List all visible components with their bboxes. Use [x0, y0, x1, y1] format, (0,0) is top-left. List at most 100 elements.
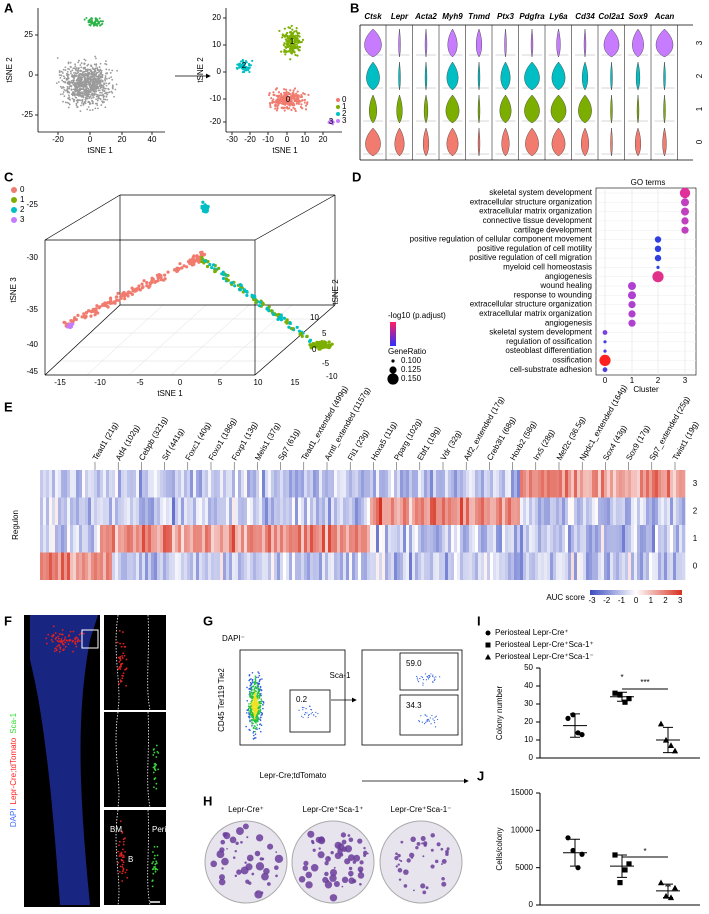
- event: [261, 712, 264, 715]
- cell-dot: [427, 678, 430, 680]
- heat-cell: [226, 552, 230, 580]
- colony: [254, 850, 261, 857]
- cell-dot: [154, 868, 157, 871]
- heat-cell: [103, 470, 107, 498]
- cell-dot: [284, 53, 287, 56]
- cell-dot: [102, 93, 104, 96]
- event: [247, 705, 250, 708]
- heat-cell: [160, 552, 164, 580]
- cell-dot: [152, 851, 154, 853]
- violin: [499, 94, 512, 124]
- heat-cell: [61, 470, 65, 498]
- heat-cell: [595, 470, 599, 498]
- heat-cell: [679, 497, 683, 525]
- heat-cell: [148, 552, 152, 580]
- regulon-label: Sp7_extended (25g): [648, 394, 692, 462]
- heat-cell: [196, 525, 200, 553]
- cell-dot: [304, 108, 308, 111]
- cell-dot: [307, 714, 310, 716]
- cell-dot: [88, 93, 91, 96]
- event: [251, 681, 254, 684]
- cell-dot: [159, 275, 163, 280]
- heat-cell: [622, 470, 626, 498]
- cell-dot: [201, 207, 206, 211]
- event: [247, 709, 250, 712]
- event: [250, 696, 252, 699]
- cell-dot: [105, 92, 108, 95]
- cell-dot: [301, 99, 304, 102]
- heat-cell: [223, 525, 227, 553]
- colony: [274, 865, 279, 871]
- heat-cell: [292, 497, 296, 525]
- heat-cell: [298, 525, 302, 553]
- cell-dot: [62, 643, 64, 645]
- heat-cell: [118, 525, 122, 553]
- cell-dot: [74, 84, 77, 87]
- legend-tick: 1: [649, 596, 654, 605]
- cell-dot: [72, 98, 75, 101]
- y-tick-label: 40: [524, 681, 533, 690]
- event: [251, 702, 254, 704]
- panel-label: H: [203, 793, 212, 808]
- heat-cell: [577, 470, 581, 498]
- heat-cell: [505, 497, 509, 525]
- heat-cell: [490, 552, 494, 580]
- violin: [632, 28, 644, 58]
- cell-dot: [82, 92, 84, 95]
- heat-cell: [565, 470, 569, 498]
- point: [612, 852, 618, 858]
- go-term: positive regulation of cellular componen…: [410, 235, 593, 244]
- cell-dot: [120, 645, 123, 648]
- heat-cell: [283, 470, 287, 498]
- heat-cell: [268, 552, 272, 580]
- cell-dot: [153, 748, 155, 750]
- cell-dot: [74, 86, 77, 88]
- x-tick-label: 15: [291, 378, 300, 387]
- cell-dot: [78, 59, 80, 62]
- cell-dot: [62, 100, 64, 103]
- cell-dot: [86, 70, 89, 72]
- cell-dot: [425, 679, 428, 681]
- cell-dot: [89, 109, 91, 112]
- cell-dot: [430, 673, 432, 675]
- heat-cell: [52, 470, 56, 498]
- cell-dot: [99, 20, 102, 23]
- event: [256, 720, 259, 723]
- violin: [422, 127, 430, 157]
- event: [259, 719, 262, 722]
- heat-cell: [358, 525, 362, 553]
- heat-cell: [379, 525, 383, 553]
- heat-cell: [382, 497, 386, 525]
- cell-dot: [60, 638, 63, 640]
- event: [249, 707, 251, 709]
- violin: [662, 127, 667, 157]
- cell-dot: [153, 845, 156, 848]
- cell-dot: [108, 296, 113, 300]
- heat-cell: [400, 525, 404, 553]
- heat-cell: [55, 497, 59, 525]
- event: [251, 715, 254, 718]
- heat-cell: [352, 470, 356, 498]
- heat-cell: [373, 552, 377, 580]
- heat-cell: [400, 470, 404, 498]
- cell-dot: [72, 67, 75, 70]
- cell-dot: [298, 32, 301, 35]
- cell-dot: [77, 61, 80, 64]
- heat-cell: [256, 552, 260, 580]
- micrograph: [104, 615, 166, 710]
- heat-cell: [574, 470, 578, 498]
- cell-dot: [62, 80, 65, 83]
- heat-cell: [574, 525, 578, 553]
- heat-cell: [529, 470, 533, 498]
- heat-cell: [601, 497, 605, 525]
- heat-cell: [67, 552, 71, 580]
- cell-dot: [293, 43, 296, 46]
- heat-cell: [115, 525, 119, 553]
- heat-cell: [286, 470, 290, 498]
- cell-dot: [120, 852, 123, 854]
- heat-cell: [481, 470, 485, 498]
- cell-dot: [197, 260, 201, 264]
- cell-dot: [81, 73, 84, 76]
- cell-dot: [92, 24, 95, 27]
- cell-dot: [75, 104, 78, 107]
